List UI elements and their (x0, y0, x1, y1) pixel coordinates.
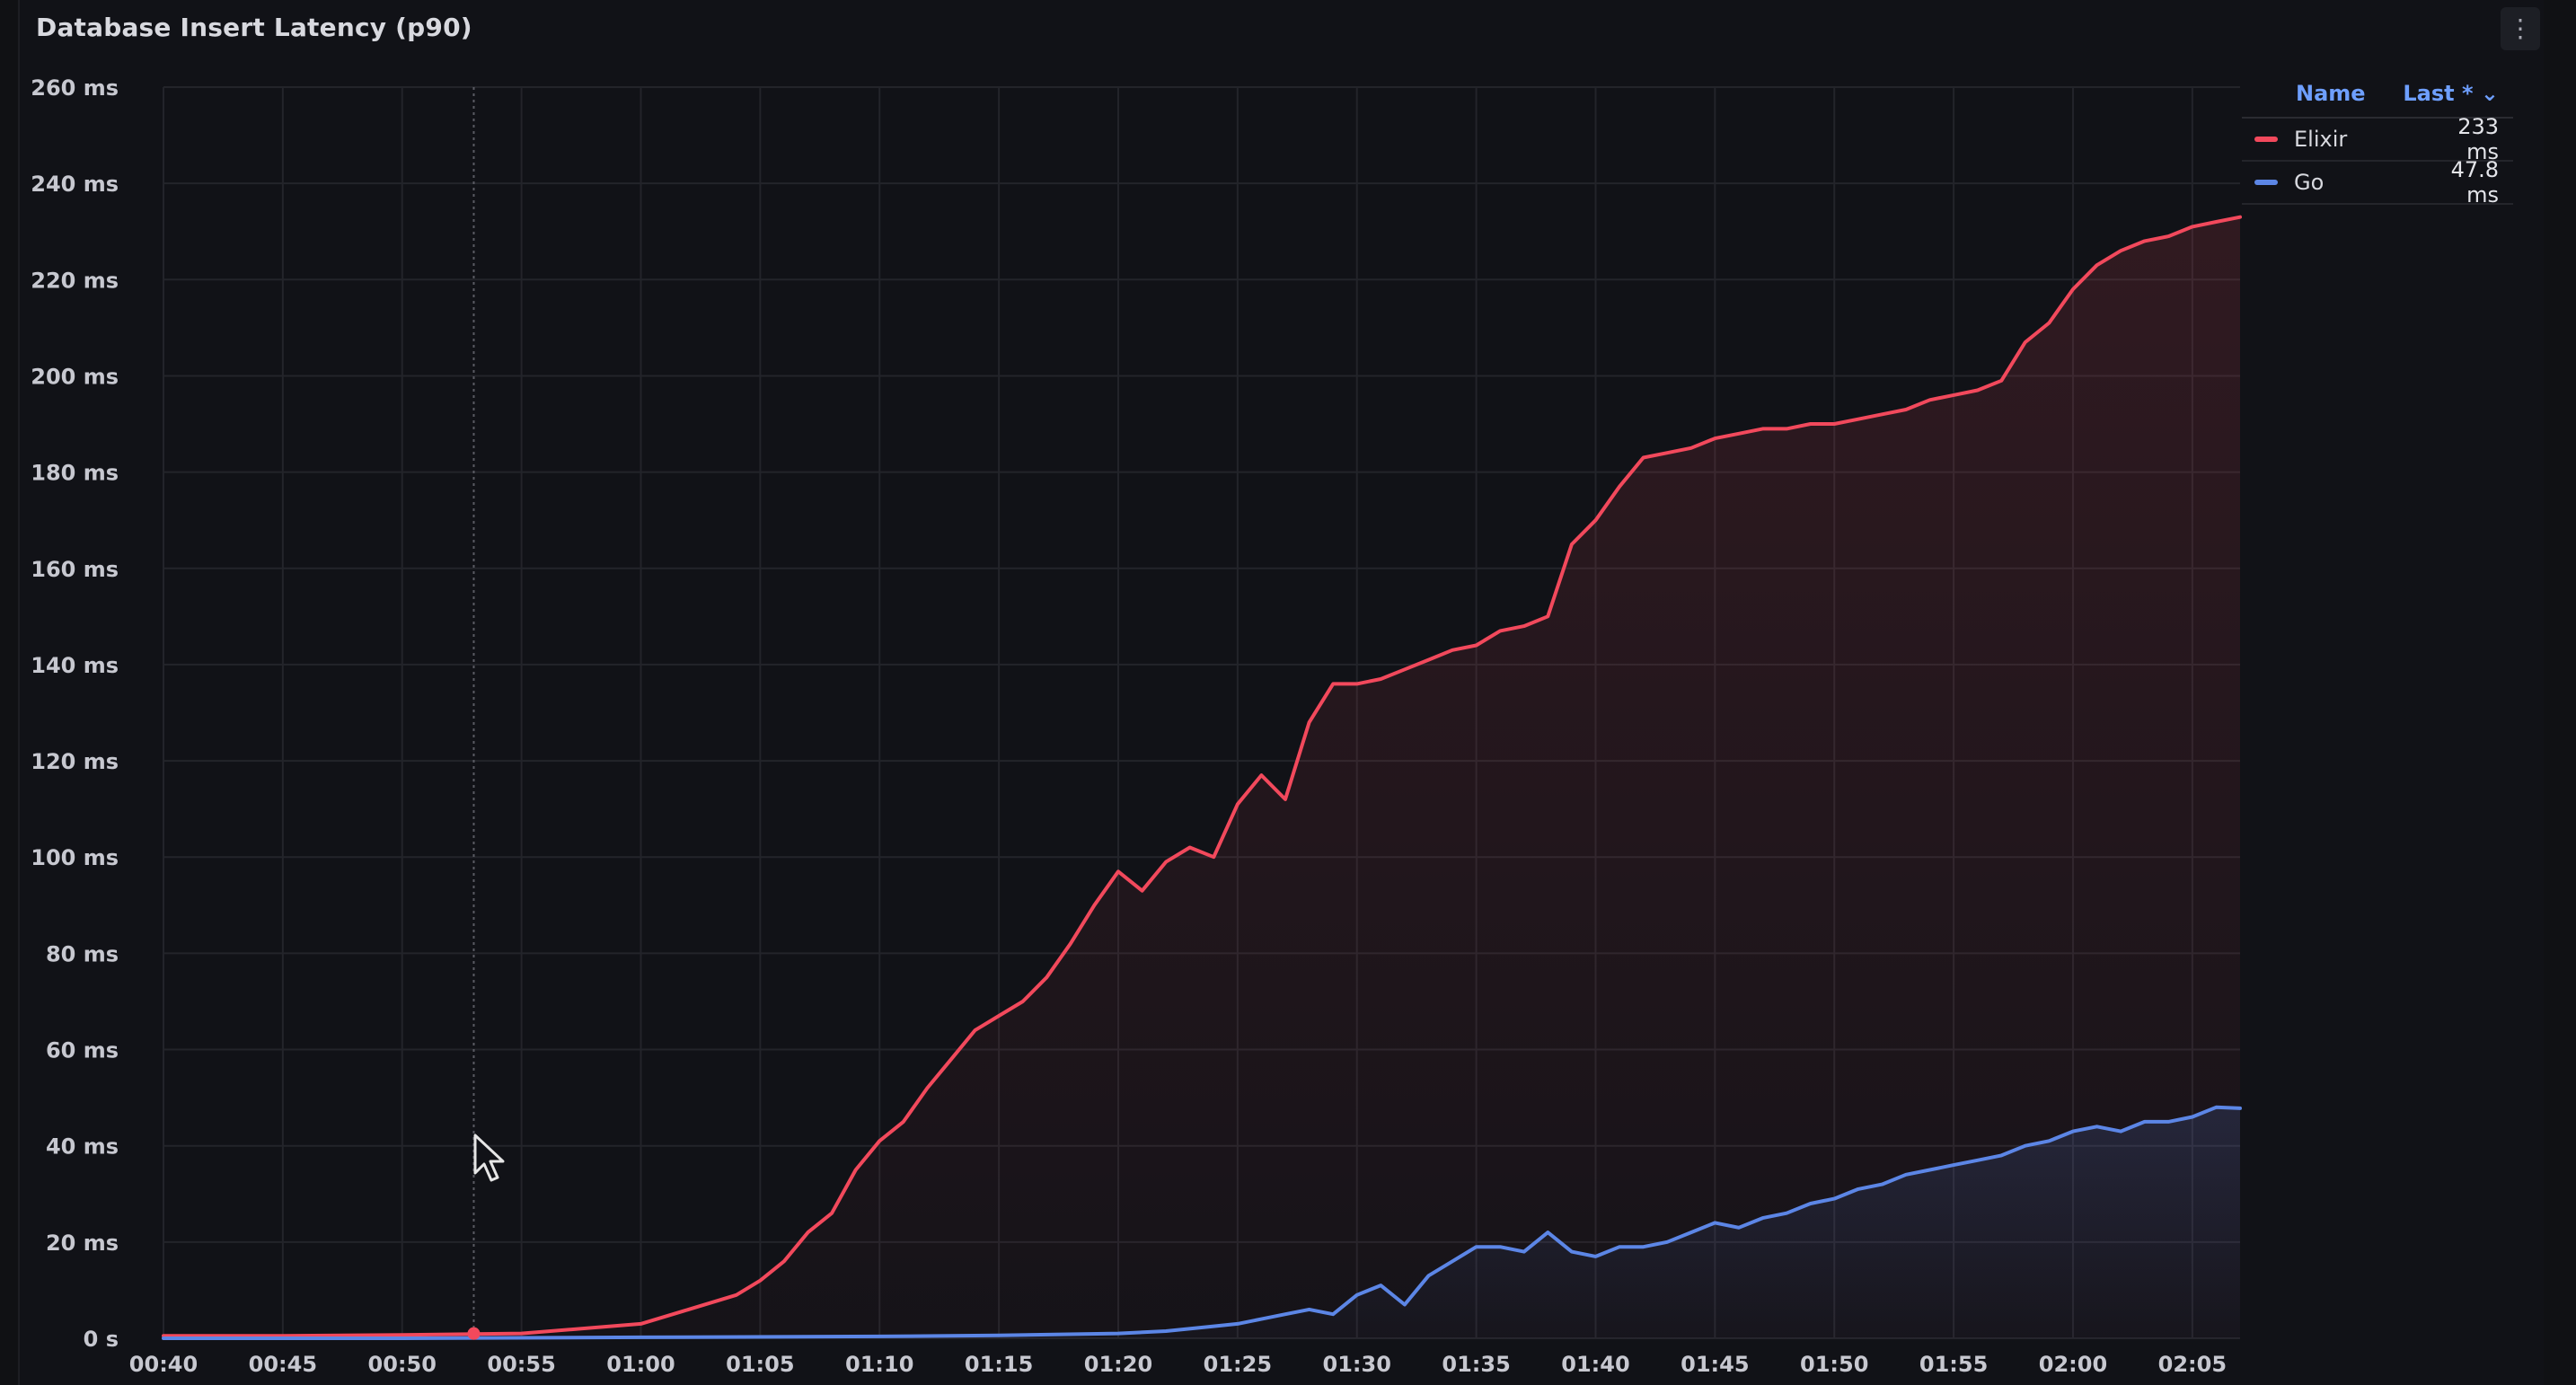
y-tick-label: 40 ms (46, 1134, 119, 1160)
legend-item-elixir[interactable]: Elixir 233 ms (2242, 114, 2513, 164)
series-area-elixir (163, 216, 2240, 1339)
x-tick-label: 01:40 (1561, 1352, 1629, 1377)
x-tick-label: 01:10 (845, 1352, 913, 1377)
y-tick-label: 100 ms (31, 845, 119, 870)
series-line-go (162, 1105, 2242, 1340)
y-tick-label: 160 ms (31, 557, 119, 582)
x-tick-label: 01:15 (965, 1352, 1033, 1377)
legend-last-header[interactable]: Last * ⌄ (2403, 81, 2499, 106)
legend-series-value: 233 ms (2457, 114, 2499, 164)
series-line-elixir (162, 215, 2242, 1338)
y-tick-label: 120 ms (31, 749, 119, 774)
x-tick-label: 00:50 (368, 1352, 437, 1377)
x-tick-label: 01:50 (1800, 1352, 1868, 1377)
legend-header: Name Last * ⌄ (2242, 70, 2513, 119)
x-tick-label: 00:40 (129, 1352, 198, 1377)
hover-point (467, 1327, 481, 1340)
x-tick-label: 01:35 (1442, 1352, 1510, 1377)
y-tick-label: 80 ms (46, 941, 119, 966)
series-swatch-icon (2254, 180, 2278, 185)
series-swatch-icon (2254, 137, 2278, 142)
legend-table: Name Last * ⌄ Elixir 233 ms Go 47.8 ms (2242, 70, 2513, 207)
kebab-menu-icon[interactable]: ⋮ (2501, 7, 2540, 50)
x-axis: 00:40 00:45 00:50 00:55 01:00 01:05 01:10 01:15… (129, 1352, 2227, 1377)
x-tick-label: 00:45 (249, 1352, 317, 1377)
y-tick-label: 0 s (84, 1327, 119, 1352)
y-tick-label: 260 ms (31, 75, 119, 101)
panel-title: Database Insert Latency (p90) (36, 13, 472, 42)
mouse-pointer-icon (473, 1134, 505, 1182)
legend-series-value: 47.8 ms (2450, 157, 2499, 207)
x-tick-label: 01:20 (1084, 1352, 1152, 1377)
y-tick-label: 200 ms (31, 364, 119, 389)
x-tick-label: 02:05 (2158, 1352, 2227, 1377)
x-tick-label: 01:05 (726, 1352, 794, 1377)
series-areas (163, 216, 2240, 1339)
y-tick-label: 180 ms (31, 461, 119, 486)
y-tick-label: 220 ms (31, 268, 119, 293)
y-tick-label: 60 ms (46, 1038, 119, 1063)
legend-series-name: Elixir (2294, 127, 2348, 152)
y-tick-label: 140 ms (31, 653, 119, 678)
legend-item-go[interactable]: Go 47.8 ms (2242, 157, 2513, 207)
line-chart: 0 s 20 ms 40 ms 60 ms 80 ms 100 ms 120 ms 140 m… (31, 75, 2242, 1377)
x-tick-label: 00:55 (487, 1352, 555, 1377)
x-tick-label: 01:25 (1204, 1352, 1272, 1377)
x-tick-label: 02:00 (2039, 1352, 2107, 1377)
x-tick-label: 01:55 (1919, 1352, 1988, 1377)
series-lines (162, 215, 2242, 1340)
series-area-go (163, 1107, 2240, 1338)
x-tick-label: 01:45 (1681, 1352, 1749, 1377)
y-tick-label: 20 ms (46, 1231, 119, 1256)
legend-name-header[interactable]: Name (2296, 81, 2366, 106)
x-tick-label: 01:30 (1323, 1352, 1391, 1377)
y-tick-label: 240 ms (31, 172, 119, 197)
y-axis: 0 s 20 ms 40 ms 60 ms 80 ms 100 ms 120 ms 140 m… (31, 75, 119, 1352)
x-tick-label: 01:00 (606, 1352, 675, 1377)
legend-series-name: Go (2294, 170, 2325, 195)
